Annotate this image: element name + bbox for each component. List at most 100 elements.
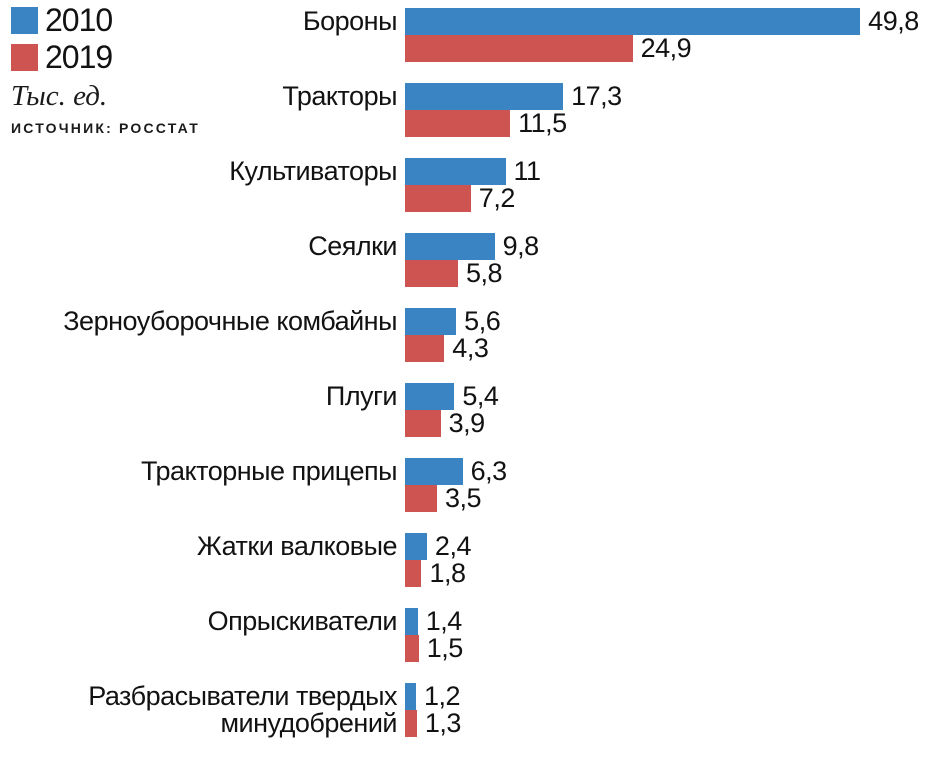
value-label-2019: 1,5 [426,633,464,663]
bar-2010 [405,308,457,335]
value-label-2010: 17,3 [571,81,622,111]
bar-2010 [405,233,495,260]
bar-row-2010: 1,4 [405,608,926,635]
bar-pair: 1,2 1,3 [405,683,926,737]
value-label-2019: 1,3 [424,708,462,738]
bar-row-2010: 11 [405,158,926,185]
legend-swatch-2010 [11,7,38,34]
value-label-2010: 9,8 [502,231,540,261]
bar-2010 [405,458,463,485]
value-label-2010: 2,4 [434,531,472,561]
bar-2019 [405,110,511,137]
value-label-2019: 11,5 [518,108,567,138]
bar-2019 [405,635,419,662]
value-label-2010: 6,3 [470,456,508,486]
category-label: Разбрасыватели твердых минудобрений [88,681,397,738]
value-label-2010: 11 [513,156,542,186]
bar-group: Жатки валковые 2,4 1,8 [0,533,926,587]
bar-group: Культиваторы 11 7,2 [0,158,926,212]
legend-item-2010: 2010 [11,2,200,38]
value-label-2019: 3,5 [444,483,482,513]
bar-group: Тракторы 17,3 11,5 [0,83,926,137]
category-label: Сеялки [308,231,397,261]
bar-2010 [405,383,455,410]
bar-2019 [405,410,441,437]
bar-pair: 5,6 4,3 [405,308,926,362]
bar-pair: 49,8 24,9 [405,8,926,62]
bar-row-2019: 4,3 [405,335,926,362]
bar-2019 [405,560,422,587]
bar-2010 [405,683,416,710]
value-label-2010: 1,4 [425,606,463,636]
bar-2010 [405,608,418,635]
bar-pair: 2,4 1,8 [405,533,926,587]
bar-group: Опрыскиватели 1,4 1,5 [0,608,926,662]
legend-item-2019: 2019 [11,39,200,75]
bar-row-2010: 6,3 [405,458,926,485]
bar-2019 [405,335,445,362]
bar-group: Бороны 49,8 24,9 [0,8,926,62]
bar-row-2019: 7,2 [405,185,926,212]
bar-row-2019: 11,5 [405,110,926,137]
value-label-2019: 24,9 [640,33,692,63]
bar-row-2010: 9,8 [405,233,926,260]
legend-label-2010: 2010 [45,2,113,38]
value-label-2019: 3,9 [448,408,486,438]
bar-row-2010: 2,4 [405,533,926,560]
bar-pair: 5,4 3,9 [405,383,926,437]
category-label: Тракторы [282,81,397,111]
bar-group: Плуги 5,4 3,9 [0,383,926,437]
legend-swatch-2019 [11,44,38,71]
bar-2019 [405,485,437,512]
legend-label-2019: 2019 [45,39,113,75]
bar-row-2019: 1,5 [405,635,926,662]
bar-pair: 1,4 1,5 [405,608,926,662]
bar-2019 [405,35,633,62]
unit-label: Тыс. ед. [11,80,108,112]
source-label: ИСТОЧНИК: РОССТАТ [11,120,200,136]
bar-pair: 17,3 11,5 [405,83,926,137]
bar-group: Тракторные прицепы 6,3 3,5 [0,458,926,512]
bar-row-2010: 1,2 [405,683,926,710]
bar-row-2019: 3,5 [405,485,926,512]
bar-row-2010: 17,3 [405,83,926,110]
bar-row-2019: 1,3 [405,710,926,737]
bar-row-2010: 49,8 [405,8,926,35]
bar-pair: 11 7,2 [405,158,926,212]
bar-group: Зерноуборочные комбайны 5,6 4,3 [0,308,926,362]
category-label: Опрыскиватели [207,606,398,636]
bar-2019 [405,260,458,287]
value-label-2010: 5,6 [464,306,501,336]
value-label-2010: 49,8 [868,6,919,36]
value-label-2019: 1,8 [429,558,466,588]
bar-group: Разбрасыватели твердых минудобрений 1,2 1,… [0,683,926,737]
bar-groups: Бороны 49,8 24,9 Тракторы 17,3 11,5 Культивато… [0,8,926,758]
category-label: Культиваторы [229,156,397,186]
bar-row-2019: 1,8 [405,560,926,587]
bar-row-2019: 24,9 [405,35,926,62]
bar-row-2010: 5,6 [405,308,926,335]
value-label-2010: 1,2 [423,681,461,711]
bar-row-2019: 3,9 [405,410,926,437]
bar-2010 [405,158,506,185]
category-label: Плуги [325,381,398,411]
bar-row-2010: 5,4 [405,383,926,410]
category-label: Зерноуборочные комбайны [63,306,397,336]
bar-2010 [405,83,564,110]
bar-pair: 6,3 3,5 [405,458,926,512]
bar-2010 [405,8,861,35]
value-label-2019: 5,8 [466,258,503,288]
bar-2010 [405,533,427,560]
legend: 2010 2019 Тыс. ед. ИСТОЧНИК: РОССТАТ [11,2,200,136]
value-label-2019: 7,2 [478,183,516,213]
bar-2019 [405,710,417,737]
bar-2019 [405,185,471,212]
category-label: Жатки валковые [196,531,398,561]
bar-pair: 9,8 5,8 [405,233,926,287]
category-label: Тракторные прицепы [141,456,397,486]
value-label-2019: 4,3 [452,333,489,363]
bar-row-2019: 5,8 [405,260,926,287]
bar-group: Сеялки 9,8 5,8 [0,233,926,287]
category-label: Бороны [302,6,398,36]
